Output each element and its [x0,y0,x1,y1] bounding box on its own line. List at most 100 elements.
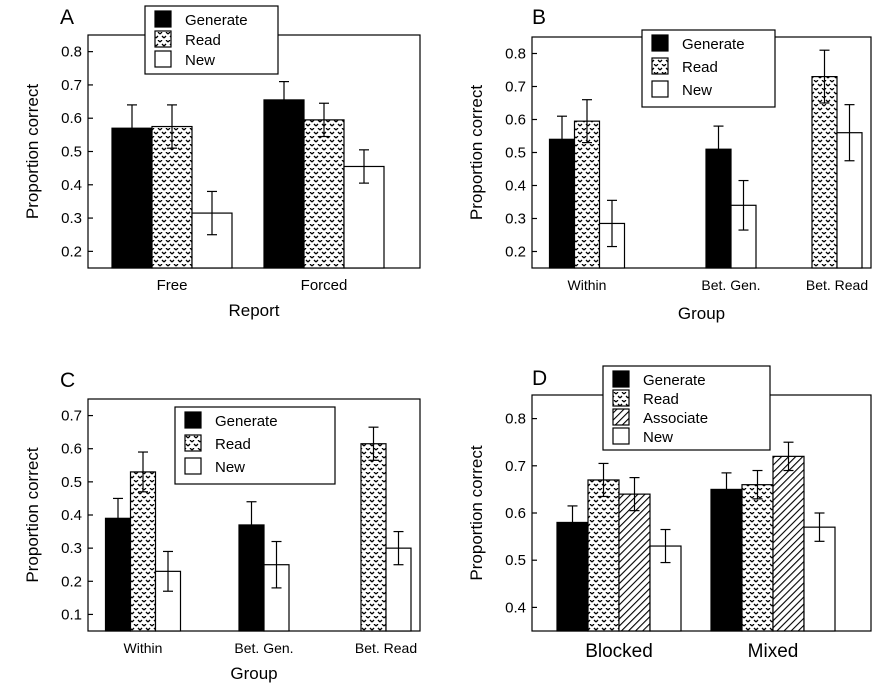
error-bar [271,540,282,589]
x-tick-label: Free [157,277,188,294]
legend-swatch-generate [154,10,172,28]
y-tick-label: 0.5 [61,144,82,161]
error-bar [319,102,329,138]
legend: Generate Read Associate New [602,365,771,451]
error-bar [127,104,137,153]
error-bar [207,190,217,236]
error-bar [783,441,794,472]
legend-label-read: Read [682,59,718,76]
error-bar [752,469,763,500]
panel-letter: A [60,6,74,29]
error-bar [598,462,609,498]
error-bar [113,497,123,539]
panel-letter: C [60,369,75,392]
legend-label-generate: Generate [215,413,278,430]
legend-label-generate: Generate [682,36,745,53]
error-bar [279,80,289,119]
x-tick-label: Bet. Gen. [701,277,760,293]
y-tick-label: 0.4 [505,178,526,195]
y-tick-label: 0.3 [61,210,82,227]
error-bar [819,49,830,104]
y-tick-label: 0.3 [61,540,82,557]
error-bar [167,104,177,149]
bar-read-within [129,471,157,632]
legend-label-read: Read [643,391,679,408]
error-bar [582,99,592,144]
x-tick-label: Bet. Gen. [234,640,293,656]
error-bar [368,426,379,461]
x-tick-label: Forced [301,277,348,294]
error-bar [359,149,369,184]
legend-label-new: New [682,82,712,99]
legend: Generate Read New [174,406,336,485]
legend: Generate Read New [144,5,279,75]
legend: Generate Read New [641,29,776,108]
panel-letter: D [532,367,547,390]
error-bar [138,451,148,493]
error-bar [713,125,724,173]
legend-swatch-new [612,427,630,445]
legend-swatch-generate [184,411,202,429]
error-bar [163,550,173,592]
y-tick-label: 0.2 [61,243,82,260]
error-bar [567,505,578,540]
bar-read-bet-read [811,75,838,269]
y-tick-label: 0.3 [505,211,526,228]
x-axis-label: Group [230,664,277,683]
legend-label-new: New [643,429,673,446]
error-bar [557,115,567,163]
legend-swatch-read [154,30,172,48]
panel-letter: B [532,6,546,29]
y-tick-label: 0.5 [505,145,526,162]
y-axis-label: Proportion correct [467,85,486,220]
x-tick-label: Within [568,277,607,293]
error-bar [629,477,640,512]
y-tick-label: 0.5 [61,474,82,491]
x-tick-label: Bet. Read [806,277,868,293]
error-bar [246,501,257,549]
y-tick-label: 0.7 [505,79,526,96]
panel-a: 0.2 0.3 0.4 0.5 0.6 0.7 0.8 Proportion correct A… [23,5,421,320]
y-tick-label: 0.6 [61,110,82,127]
error-bar [844,104,855,162]
bar-read-within [573,120,601,269]
y-tick-label: 0.4 [505,599,526,616]
y-tick-label: 0.1 [61,606,82,623]
legend-swatch-new [154,50,172,68]
y-axis-label: Proportion correct [23,447,42,582]
legend-swatch-generate [612,370,630,388]
y-tick-label: 0.7 [61,77,82,94]
legend-label-associate: Associate [643,410,708,427]
y-tick-label: 0.5 [505,552,526,569]
y-tick-label: 0.8 [505,46,526,63]
panel-c: 0.1 0.2 0.3 0.4 0.5 0.6 0.7 Proportion correct C… [23,369,421,683]
legend-swatch-read [612,389,630,407]
bar-generate-forced [263,99,305,269]
y-axis-label: Proportion correct [23,84,42,219]
x-tick-label: Bet. Read [355,640,417,656]
legend-label-read: Read [185,32,221,49]
x-axis-label: Report [228,301,279,320]
error-bar [721,472,732,507]
y-tick-label: 0.8 [505,411,526,428]
panel-b: 0.2 0.3 0.4 0.5 0.6 0.7 0.8 Proportion correct B… [467,6,872,323]
y-axis-label: Proportion correct [467,445,486,580]
bar-associate-blocked [618,493,651,632]
x-tick-label: Mixed [748,641,799,662]
legend-label-generate: Generate [643,372,706,389]
legend-swatch-generate [651,34,669,52]
error-bar [607,199,617,248]
y-tick-label: 0.2 [505,244,526,261]
legend-label-new: New [185,52,215,69]
panel-d: 0.4 0.5 0.6 0.7 0.8 Proportion correct D Blocke… [467,365,872,662]
y-tick-label: 0.6 [61,441,82,458]
y-tick-label: 0.8 [61,44,82,61]
y-tick-label: 0.4 [61,177,82,194]
x-tick-label: Blocked [585,641,653,662]
legend-swatch-associate [612,408,630,426]
bar-read-bet-read [360,443,387,632]
legend-swatch-new [184,457,202,475]
legend-label-read: Read [215,436,251,453]
legend-swatch-new [651,80,669,98]
